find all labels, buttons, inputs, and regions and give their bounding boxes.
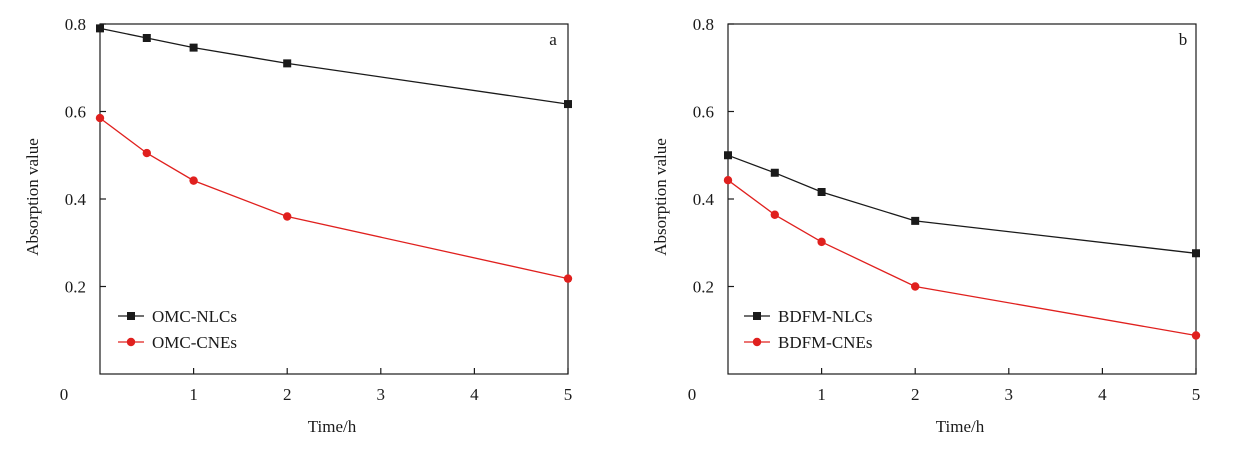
x-tick-label: 5 (564, 385, 573, 404)
legend-label: BDFM-NLCs (778, 307, 872, 326)
data-point (1191, 331, 1201, 340)
x-tick-label: 4 (1098, 385, 1107, 404)
series-line (99, 27, 569, 105)
y-tick-label: 0.2 (65, 278, 86, 297)
series-line (727, 154, 1197, 254)
y-tick-label: 0.6 (65, 103, 86, 122)
data-point (142, 148, 151, 158)
data-point (723, 175, 733, 185)
x-axis-title: Time/h (936, 417, 985, 436)
y-tick-label: 0.8 (693, 15, 714, 34)
x-tick-label: 3 (377, 385, 386, 404)
x-tick-label: 5 (1192, 385, 1201, 404)
origin-tick-label: 0 (688, 385, 697, 404)
data-point (911, 216, 920, 225)
y-tick-label: 0.4 (65, 190, 87, 209)
y-axis-title: Absorption value (651, 138, 670, 256)
panel-letter: a (549, 30, 557, 49)
data-point (770, 210, 779, 219)
x-tick-label: 3 (1005, 385, 1014, 404)
x-tick-label: 4 (470, 385, 479, 404)
data-point (724, 151, 732, 160)
x-tick-label: 1 (817, 385, 826, 404)
chart-panel-b: 1 2 3 4 5 0 0.2 0.4 0.6 0.8 Time/h Absorption value… (651, 15, 1200, 436)
y-tick-label: 0.8 (65, 15, 86, 34)
data-point (283, 212, 292, 221)
y-tick-label: 0.6 (693, 103, 714, 122)
series-omc-cnes (95, 113, 573, 283)
series-bdfm-cnes (723, 175, 1201, 340)
chart-panel-a: 1 2 3 4 5 0 0.2 0.4 0.6 0.8 Time/h Absorption value… (23, 15, 572, 436)
data-point (189, 43, 198, 52)
legend-label: BDFM-CNEs (778, 333, 872, 352)
legend-entry: BDFM-CNEs (744, 333, 872, 352)
legend-label: OMC-CNEs (152, 333, 237, 352)
data-point (770, 168, 779, 177)
y-tick-label: 0.4 (693, 190, 715, 209)
x-axis-title: Time/h (308, 417, 357, 436)
data-point (1192, 249, 1200, 258)
data-point (95, 113, 105, 123)
data-point (142, 34, 151, 42)
data-point (911, 282, 920, 291)
legend-entry: OMC-CNEs (118, 333, 237, 352)
data-point (189, 176, 198, 185)
legend-marker (127, 312, 135, 320)
data-point (563, 274, 573, 283)
y-axis-title: Absorption value (23, 138, 42, 256)
legend-entry: OMC-NLCs (118, 307, 237, 326)
x-tick-label: 2 (911, 385, 920, 404)
data-point (283, 59, 292, 68)
legend-entry: BDFM-NLCs (744, 307, 872, 326)
panel-letter: b (1179, 30, 1188, 49)
legend-marker (752, 337, 762, 347)
series-omc-nlcs (96, 24, 572, 109)
data-point (96, 24, 104, 33)
series-bdfm-nlcs (724, 151, 1200, 258)
x-tick-label: 2 (283, 385, 292, 404)
legend-label: OMC-NLCs (152, 307, 237, 326)
legend-marker (126, 337, 136, 347)
x-tick-label: 1 (189, 385, 198, 404)
data-point (817, 237, 826, 247)
y-tick-label: 0.2 (693, 278, 714, 297)
data-point (564, 100, 572, 109)
origin-tick-label: 0 (60, 385, 69, 404)
data-point (817, 188, 826, 196)
series-line (99, 117, 569, 280)
legend-marker (753, 312, 761, 320)
